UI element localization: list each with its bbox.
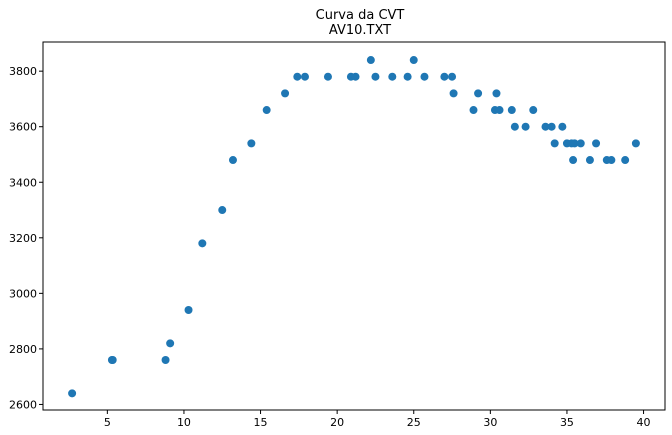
y-tick-label: 3600 — [9, 121, 37, 134]
data-point — [440, 72, 449, 81]
data-point — [351, 72, 360, 81]
data-point — [449, 89, 458, 98]
y-axis: 2600 2800 3000 3200 3400 3600 3800 — [9, 65, 43, 411]
data-points — [68, 56, 640, 398]
data-point — [570, 139, 579, 148]
data-point — [558, 122, 567, 131]
data-point — [631, 139, 640, 148]
data-point — [621, 156, 630, 165]
data-point — [184, 306, 193, 315]
data-point — [507, 106, 516, 115]
y-tick-label: 3000 — [9, 287, 37, 300]
data-point — [576, 139, 585, 148]
x-axis: 5 10 15 20 25 30 35 40 — [104, 410, 651, 429]
data-point — [228, 156, 237, 165]
data-point — [448, 72, 457, 81]
data-point — [68, 389, 77, 398]
data-point — [281, 89, 290, 98]
x-tick-label: 35 — [560, 416, 574, 429]
data-point — [510, 122, 519, 131]
data-point — [198, 239, 207, 248]
data-point — [293, 72, 302, 81]
data-point — [521, 122, 530, 131]
y-tick-label: 3800 — [9, 65, 37, 78]
data-point — [474, 89, 483, 98]
x-tick-label: 20 — [330, 416, 344, 429]
data-point — [323, 72, 332, 81]
data-point — [469, 106, 478, 115]
data-point — [218, 206, 227, 215]
data-point — [403, 72, 412, 81]
data-point — [495, 106, 504, 115]
y-tick-label: 3400 — [9, 176, 37, 189]
data-point — [108, 356, 117, 365]
chart-title: Curva da CVT — [316, 8, 405, 23]
y-tick-label: 3200 — [9, 232, 37, 245]
data-point — [247, 139, 256, 148]
chart-subtitle: AV10.TXT — [329, 23, 391, 38]
data-point — [371, 72, 380, 81]
x-tick-label: 30 — [483, 416, 497, 429]
data-point — [262, 106, 271, 115]
data-point — [607, 156, 616, 165]
x-tick-label: 15 — [254, 416, 268, 429]
data-point — [409, 56, 418, 65]
data-point — [529, 106, 538, 115]
data-point — [492, 89, 501, 98]
plot-area — [42, 41, 666, 411]
data-point — [366, 56, 375, 65]
y-tick-label: 2600 — [9, 398, 37, 411]
x-tick-label: 40 — [637, 416, 651, 429]
y-tick-label: 2800 — [9, 343, 37, 356]
data-point — [550, 139, 559, 148]
x-tick-label: 25 — [407, 416, 421, 429]
data-point — [388, 72, 397, 81]
data-point — [300, 72, 309, 81]
data-point — [592, 139, 601, 148]
x-tick-label: 5 — [104, 416, 111, 429]
data-point — [569, 156, 578, 165]
data-point — [547, 122, 556, 131]
data-point — [161, 356, 170, 365]
data-point — [420, 72, 429, 81]
data-point — [166, 339, 175, 348]
data-point — [541, 122, 550, 131]
x-tick-label: 10 — [177, 416, 191, 429]
data-point — [585, 156, 594, 165]
